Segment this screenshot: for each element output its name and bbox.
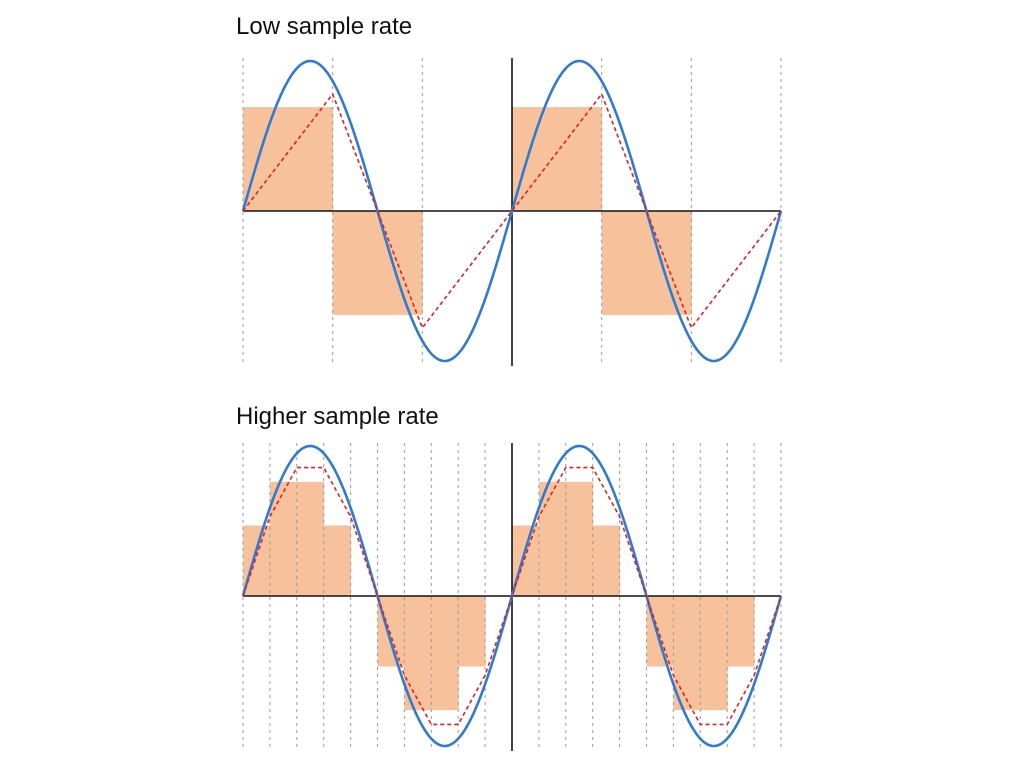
sample-bar bbox=[673, 596, 701, 711]
reconstructed-signal bbox=[242, 92, 782, 330]
sample-bar bbox=[565, 481, 594, 596]
sine-wave bbox=[241, 59, 783, 363]
sample-bar bbox=[458, 596, 486, 667]
panel-title-high: Higher sample rate bbox=[236, 403, 439, 430]
sample-bar bbox=[601, 211, 692, 315]
sample-bar bbox=[269, 481, 298, 596]
sample-bar bbox=[538, 481, 567, 596]
sample-bar bbox=[296, 481, 325, 596]
sample-bar bbox=[431, 596, 459, 711]
sample-bar bbox=[404, 596, 432, 711]
panel-title-low: Low sample rate bbox=[236, 13, 413, 40]
sample-bar bbox=[700, 596, 728, 711]
sample-bar bbox=[332, 211, 423, 315]
sample-bar bbox=[727, 596, 755, 667]
sample-bar bbox=[323, 525, 352, 596]
sample-bar bbox=[243, 107, 334, 211]
sample-bar bbox=[592, 525, 621, 596]
reconstructed-signal bbox=[242, 466, 782, 726]
sample-bar bbox=[512, 107, 603, 211]
panel-low-sample-rate bbox=[241, 58, 783, 366]
panel-higher-sample-rate bbox=[241, 443, 783, 751]
